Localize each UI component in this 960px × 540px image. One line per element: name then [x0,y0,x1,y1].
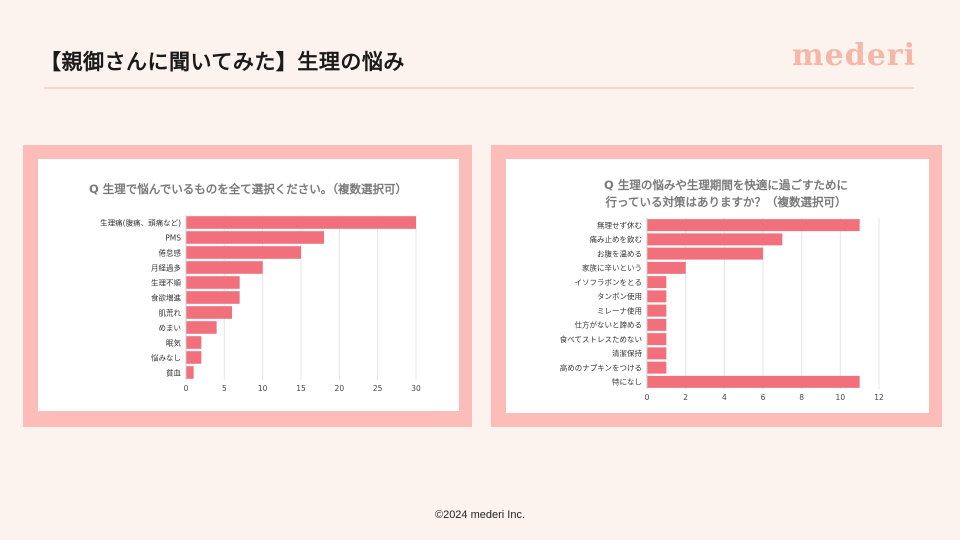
category-label: 倦怠感 [159,247,182,257]
chart-panel-concerns: Q 生理で悩んでいるものを全て選択ください。（複数選択可） 0 5 10 15 20 25 3… [38,159,459,411]
chart-panel-measures: Q 生理の悩みや生理期間を快適に過ごすために 行っている対策はありますか？（複数選… [506,159,929,413]
x-tick-label: 25 [373,384,383,393]
category-label: めまい [159,323,182,332]
bar [647,261,686,274]
x-tick-label: 15 [296,384,306,393]
category-label: 食欲増進 [151,292,181,302]
bar [647,290,667,303]
x-tick-label: 30 [411,384,421,393]
category-label: ミレーナ使用 [597,305,642,315]
bar [186,246,301,259]
category-label: 食べてストレスためない [560,334,642,344]
bar [647,276,667,289]
bar [186,351,202,364]
mederi-logo: mederi [791,38,916,73]
slide-title: 【親御さんに聞いてみた】生理の悩み [40,50,405,74]
category-label: 貧血 [166,367,181,377]
chart-title: Q 生理で悩んでいるものを全て選択ください。（複数選択可） [89,182,407,196]
bar [647,233,783,246]
copyright-footer: ©2024 mederi Inc. [434,509,526,521]
bar [186,306,232,319]
chart-card-measures: Q 生理の悩みや生理期間を快適に過ごすために 行っている対策はありますか？（複数選… [491,145,942,427]
x-tick-label: 4 [722,393,727,402]
bar [647,247,763,260]
category-label: PMS [165,233,181,242]
x-tick-label: 6 [761,393,766,402]
x-tick-label: 12 [874,393,884,402]
category-label: 仕方がないと諦める [575,320,643,330]
bar [647,304,667,317]
x-tick-label: 0 [645,393,650,402]
bar [647,361,667,374]
bar [186,231,324,244]
bar [186,366,194,379]
concerns-bar-chart: Q 生理で悩んでいるものを全て選択ください。（複数選択可） 0 5 10 15 20 25 3… [89,182,421,393]
category-label: 月経過多 [151,262,181,272]
x-tick-label: 5 [222,384,227,393]
category-label: お腹を温める [597,248,642,258]
category-label: 眠気 [166,337,181,347]
x-tick-label: 20 [335,384,345,393]
bar [186,276,240,289]
x-tick-label: 8 [799,393,804,402]
x-tick-label: 10 [258,384,268,393]
measures-bar-chart: Q 生理の悩みや生理期間を快適に過ごすために行っている対策はありますか？（複数選… [560,178,884,402]
category-label: 悩みなし [151,352,181,362]
chart-title: Q 生理の悩みや生理期間を快適に過ごすために [604,178,848,192]
bar [647,347,667,360]
bar [647,333,667,346]
category-label: 高めのナプキンをつける [560,362,642,372]
bar [186,216,416,229]
category-label: 肌荒れ [159,307,182,317]
category-label: 生理痛(腹痛、頭痛など) [100,217,181,227]
category-label: 清潔保持 [612,348,642,358]
bar [186,261,263,274]
bar [186,336,202,349]
bar [186,291,240,304]
x-tick-label: 0 [184,384,189,393]
x-tick-label: 2 [683,393,688,402]
bar [647,318,667,331]
x-tick-label: 10 [836,393,846,402]
category-label: 痛み止めを飲む [590,234,643,244]
category-label: イソフラボンをとる [575,278,643,287]
category-label: タンポン使用 [597,291,642,301]
chart-card-concerns: Q 生理で悩んでいるものを全て選択ください。（複数選択可） 0 5 10 15 20 25 3… [23,145,472,427]
category-label: 家族に辛いという [582,263,642,273]
bar [647,219,860,232]
bar [647,375,860,388]
title-divider [44,87,914,89]
category-label: 生理不順 [151,277,181,287]
category-label: 無理せず休む [597,220,642,230]
chart-title: 行っている対策はありますか？（複数選択可） [605,195,847,209]
category-label: 特になし [612,377,642,387]
bar [186,321,217,334]
